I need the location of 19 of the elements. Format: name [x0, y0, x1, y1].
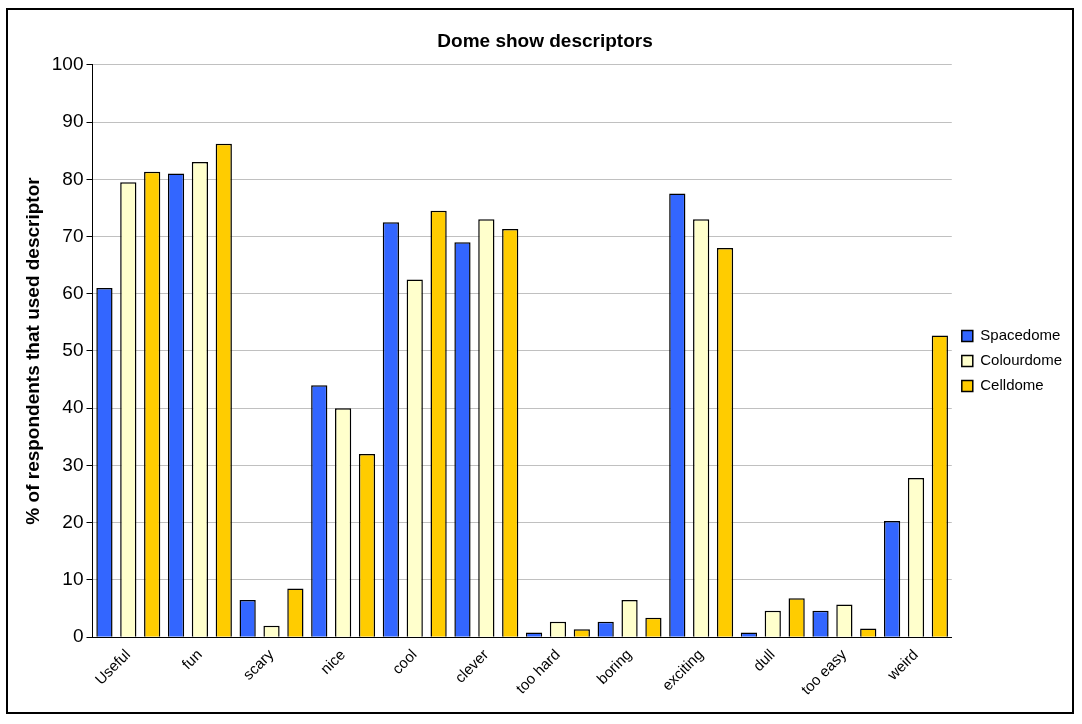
x-tick-label: dull — [749, 645, 778, 675]
y-axis-title: % of respondents that used descriptor — [21, 176, 43, 525]
chart-title: Dome show descriptors — [437, 29, 653, 51]
y-tick-label: 100 — [51, 53, 84, 75]
x-tick-label: fun — [178, 645, 205, 673]
y-tick-label: 70 — [62, 224, 84, 246]
y-tick-label: 10 — [62, 568, 84, 590]
legend-label: Celldome — [980, 376, 1044, 394]
y-tick-label: 40 — [62, 396, 84, 418]
y-tick-label: 20 — [62, 510, 84, 532]
x-tick-label: nice — [316, 645, 349, 678]
legend-label: Spacedome — [980, 326, 1061, 344]
y-tick-label: 50 — [62, 339, 84, 361]
legend-label: Colourdome — [980, 351, 1063, 369]
y-tick-label: 60 — [62, 281, 84, 303]
y-tick-label: 90 — [62, 110, 84, 132]
y-tick-label: 80 — [62, 167, 84, 189]
y-tick-label: 0 — [72, 625, 84, 647]
y-tick-label: 30 — [62, 453, 84, 475]
